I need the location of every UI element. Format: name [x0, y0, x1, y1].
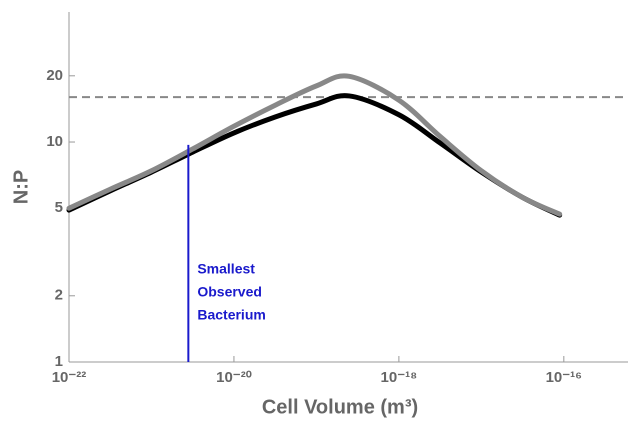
y-tick-label: 5 [55, 199, 63, 216]
y-tick-label: 2 [55, 287, 63, 304]
x-tick-label: 10⁻¹⁸ [381, 369, 418, 386]
x-tick-label: 10⁻²² [52, 369, 87, 386]
annotation: Bacterium [197, 307, 265, 323]
series-line [66, 93, 563, 218]
y-tick-label: 10 [46, 133, 63, 150]
y-tick-label: 20 [46, 67, 63, 84]
x-tick-label: 10⁻²⁰ [216, 369, 252, 386]
annotation: Smallest [197, 261, 255, 277]
annotation: Observed [197, 284, 262, 300]
x-tick-label: 10⁻¹⁶ [546, 369, 583, 386]
y-tick-label: 1 [55, 353, 63, 370]
y-axis-label: N:P [10, 170, 32, 204]
x-axis-label: Cell Volume (m³) [262, 396, 418, 418]
series-line [66, 73, 563, 217]
